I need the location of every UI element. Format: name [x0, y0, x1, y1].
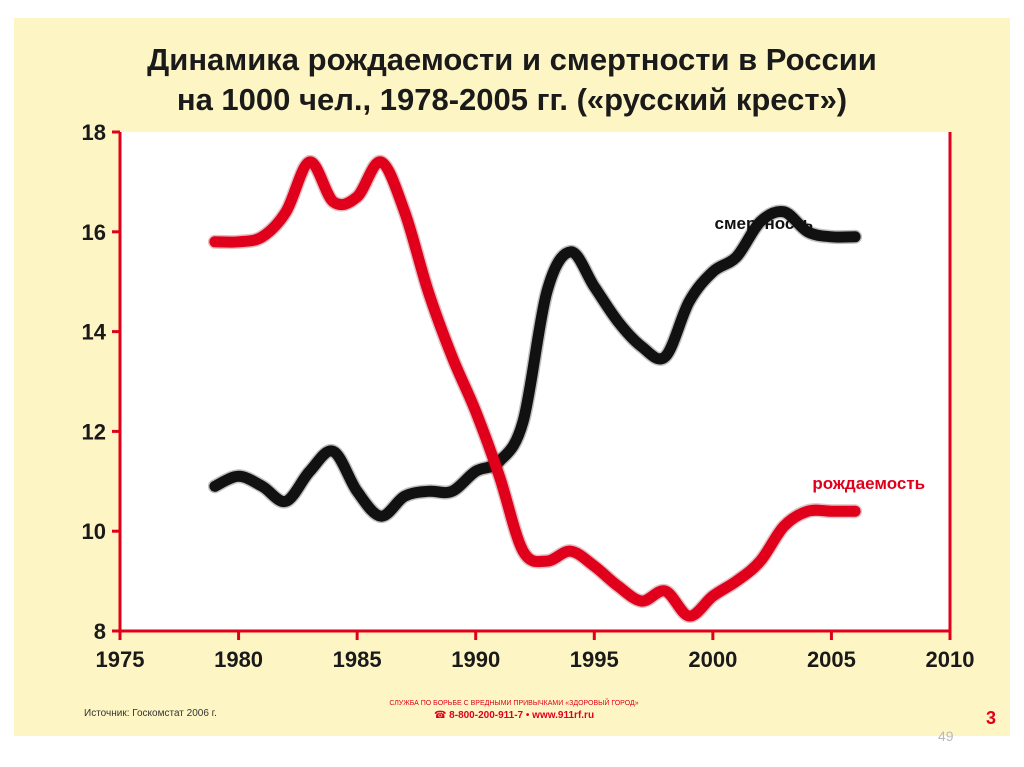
chart-title-line-2: на 1000 чел., 1978-2005 гг. («русский кр…: [176, 82, 848, 117]
chart-axes: 8 10 12 14 16 18 1975 1980 1985 1990 1995 2000 2005 2…: [82, 120, 975, 672]
birth-rate-line: [209, 156, 861, 622]
y-tick-label: 12: [82, 419, 106, 444]
chart-series: [207, 154, 863, 623]
x-tick-label: 1975: [96, 647, 145, 672]
y-tick-label: 18: [82, 120, 106, 145]
service-info: СЛУЖБА ПО БОРЬБЕ С ВРЕДНЫМИ ПРИВЫЧКАМИ «…: [314, 698, 714, 722]
service-name: СЛУЖБА ПО БОРЬБЕ С ВРЕДНЫМИ ПРИВЫЧКАМИ «…: [389, 700, 639, 707]
death-rate-series-label: смертность: [715, 214, 814, 233]
slide: Динамика рождаемости и смертности в Росс…: [14, 18, 1010, 736]
birth-rate-series-label: рождаемость: [812, 474, 925, 493]
x-tick-label: 1990: [451, 647, 500, 672]
source-note: Источник: Госкомстат 2006 г.: [84, 708, 217, 719]
y-tick-label: 8: [94, 619, 106, 644]
x-tick-label: 2005: [807, 647, 856, 672]
page-number: 49: [938, 728, 954, 744]
x-tick-label: 1980: [214, 647, 263, 672]
y-tick-label: 14: [82, 320, 107, 345]
chart-title-line-1: Динамика рождаемости и смертности в Росс…: [147, 42, 877, 77]
x-tick-label: 1995: [570, 647, 619, 672]
service-contacts: ☎ 8-800-200-911-7 • www.911rf.ru: [433, 710, 595, 721]
y-tick-label: 10: [82, 519, 106, 544]
x-tick-label: 2010: [926, 647, 975, 672]
slide-number: 3: [986, 708, 997, 728]
line-chart: 8 10 12 14 16 18 1975 1980 1985 1990 1995 2000 2005 2…: [82, 120, 975, 672]
y-tick-label: 16: [82, 220, 106, 245]
chart-title: Динамика рождаемости и смертности в Росс…: [14, 40, 1010, 120]
x-tick-label: 1985: [333, 647, 382, 672]
chart-labels: смертность рождаемость: [715, 214, 926, 493]
x-tick-label: 2000: [688, 647, 737, 672]
death-rate-line: [209, 205, 861, 522]
